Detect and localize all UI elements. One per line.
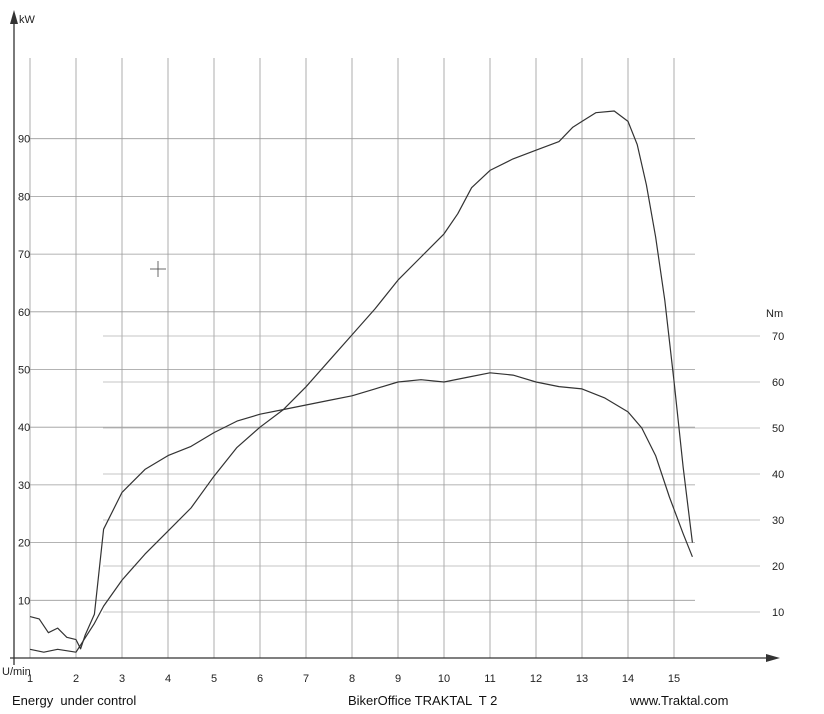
x-axis-arrow [766, 654, 780, 662]
y-left-tick-label: 50 [18, 365, 30, 377]
y-axis-arrow [10, 10, 18, 24]
x-axis-label: U/min [2, 666, 31, 678]
x-tick-label: 10 [438, 673, 450, 685]
y-left-tick-label: 20 [18, 538, 30, 550]
y-right-tick-label: 20 [772, 561, 784, 573]
y-left-axis-label: kW [19, 14, 36, 26]
y-right-axis-label: Nm [766, 308, 783, 320]
y-right-tick-label: 30 [772, 515, 784, 527]
y-right-tick-label: 40 [772, 469, 784, 481]
power-curve [29, 110, 693, 653]
x-tick-label: 15 [668, 673, 680, 685]
x-tick-label: 11 [484, 673, 495, 685]
y-left-tick-label: 30 [18, 480, 30, 492]
y-left-tick-label: 70 [18, 249, 30, 261]
y-right-tick-label: 70 [772, 331, 784, 343]
footer-website: www.Traktal.com [630, 693, 729, 708]
x-tick-label: 7 [303, 673, 309, 685]
x-tick-label: 3 [119, 673, 125, 685]
x-tick-label: 2 [73, 673, 79, 685]
footer-product-name: BikerOffice TRAKTAL T 2 [348, 693, 498, 708]
x-tick-label: 4 [165, 673, 171, 685]
torque-curve [29, 372, 693, 650]
chart-axis-labels: kW Nm U/min [2, 14, 783, 678]
x-tick-label: 14 [622, 673, 634, 685]
x-tick-label: 12 [530, 673, 542, 685]
y-left-tick-label: 10 [18, 595, 30, 607]
y-right-tick-label: 60 [772, 377, 784, 389]
chart-series [29, 110, 693, 653]
y-left-tick-label: 80 [18, 191, 30, 203]
x-tick-label: 13 [576, 673, 588, 685]
x-tick-label: 5 [211, 673, 217, 685]
y-right-tick-label: 50 [772, 423, 784, 435]
y-left-tick-label: 90 [18, 134, 30, 146]
x-tick-label: 9 [395, 673, 401, 685]
y-left-tick-label: 40 [18, 422, 30, 434]
chart-grid [29, 58, 760, 658]
y-right-tick-label: 10 [772, 607, 784, 619]
x-tick-label: 6 [257, 673, 263, 685]
x-tick-label: 1 [27, 673, 33, 685]
x-tick-label: 8 [349, 673, 355, 685]
y-left-tick-label: 60 [18, 307, 30, 319]
footer-tagline: Energy under control [12, 693, 137, 708]
chart-axes [10, 10, 780, 665]
chart-tick-labels: 1 2 3 4 5 6 7 8 9 10 11 12 13 14 151020304050607080901… [18, 134, 784, 685]
